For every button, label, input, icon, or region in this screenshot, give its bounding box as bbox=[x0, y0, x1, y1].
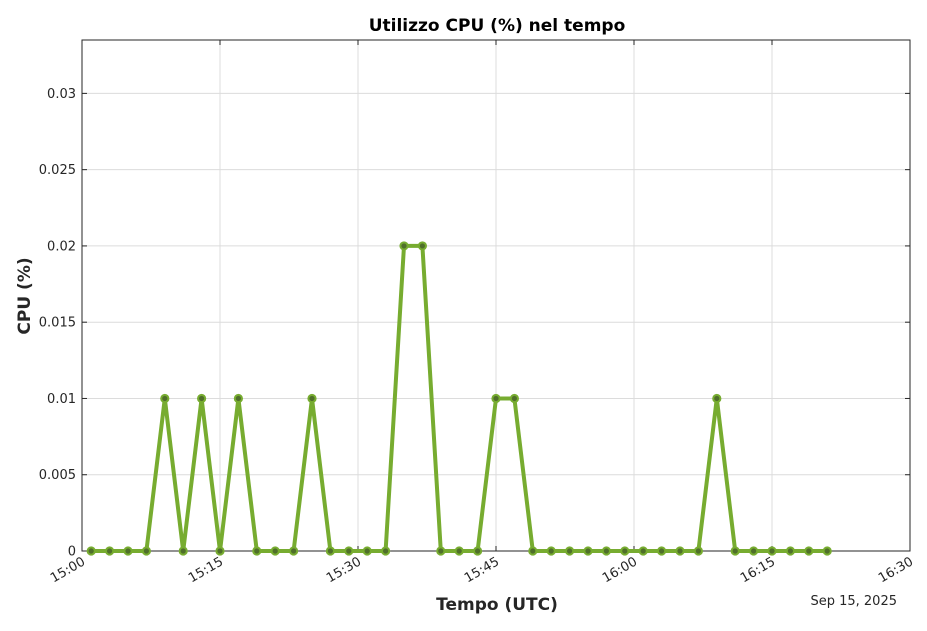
y-tick-label: 0.005 bbox=[39, 468, 76, 483]
data-point-marker bbox=[675, 546, 685, 556]
date-annotation: Sep 15, 2025 bbox=[810, 594, 897, 609]
gridlines bbox=[82, 40, 910, 551]
data-point-marker bbox=[491, 393, 501, 404]
data-point-marker bbox=[822, 546, 832, 556]
data-point-marker bbox=[509, 393, 520, 404]
data-point-marker bbox=[233, 393, 243, 404]
data-point-marker bbox=[215, 546, 225, 556]
data-point-marker bbox=[749, 546, 759, 556]
y-axis-label: CPU (%) bbox=[15, 257, 35, 334]
data-point-marker bbox=[307, 393, 317, 404]
data-point-marker bbox=[638, 546, 648, 556]
x-axis-label: Tempo (UTC) bbox=[436, 595, 558, 615]
data-point-marker bbox=[620, 546, 630, 556]
data-point-marker bbox=[325, 546, 335, 556]
y-tick-label: 0.025 bbox=[39, 163, 76, 178]
data-point-marker bbox=[693, 546, 704, 556]
data-point-marker bbox=[362, 546, 372, 556]
data-point-marker bbox=[730, 546, 740, 556]
data-point-marker bbox=[785, 546, 796, 556]
data-point-marker bbox=[123, 546, 133, 556]
data-point-marker bbox=[381, 546, 391, 556]
y-tick-label: 0.015 bbox=[39, 316, 76, 331]
data-point-marker bbox=[160, 393, 170, 404]
data-point-marker bbox=[601, 546, 612, 556]
data-point-marker bbox=[289, 546, 299, 556]
data-point-marker bbox=[767, 546, 777, 556]
data-point-marker bbox=[804, 546, 814, 556]
data-point-marker bbox=[528, 546, 538, 556]
chart-title: Utilizzo CPU (%) nel tempo bbox=[369, 16, 626, 36]
data-point-marker bbox=[252, 546, 262, 556]
data-point-marker bbox=[86, 546, 96, 556]
series-layer bbox=[86, 241, 832, 556]
data-point-marker bbox=[270, 546, 280, 556]
data-point-marker bbox=[454, 546, 464, 556]
y-tick-label: 0.03 bbox=[47, 87, 76, 102]
data-point-marker bbox=[344, 546, 354, 556]
data-point-marker bbox=[417, 241, 427, 251]
data-point-marker bbox=[399, 241, 409, 251]
data-point-marker bbox=[657, 546, 667, 556]
data-point-marker bbox=[712, 393, 722, 404]
y-tick-label: 0.02 bbox=[47, 239, 76, 254]
data-point-marker bbox=[583, 546, 593, 556]
data-point-marker bbox=[141, 546, 151, 556]
data-point-marker bbox=[546, 546, 556, 556]
data-point-marker bbox=[436, 546, 446, 556]
data-point-marker bbox=[197, 393, 207, 404]
y-tick-label: 0.01 bbox=[47, 392, 76, 407]
data-point-marker bbox=[565, 546, 575, 556]
data-point-marker bbox=[105, 546, 115, 556]
data-point-marker bbox=[473, 546, 483, 556]
data-point-marker bbox=[178, 546, 188, 556]
y-tick-label: 0 bbox=[68, 545, 76, 560]
